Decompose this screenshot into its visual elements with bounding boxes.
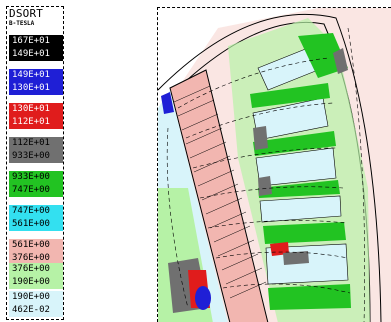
flux-density-plot[interactable] (157, 7, 391, 322)
legend-band-1-lo: 149E+01 (12, 49, 50, 59)
field-map (158, 8, 391, 322)
legend-band-3: 130E+01 112E+01 (9, 103, 63, 129)
legend-band-6-hi: 747E+00 (12, 206, 50, 216)
legend-band-3-lo: 112E+01 (12, 117, 50, 127)
legend-band-8-hi: 376E+00 (12, 264, 50, 274)
legend-band-9: 190E+00 462E-02 (9, 291, 63, 317)
flux-lines (166, 27, 365, 322)
legend-band-5: 933E+00 747E+00 (9, 171, 63, 197)
legend-band-5-hi: 933E+00 (12, 172, 50, 182)
legend-band-7-lo: 376E+00 (12, 253, 50, 263)
legend-band-3-hi: 130E+01 (12, 104, 50, 114)
legend-band-7-hi: 561E+00 (12, 240, 50, 250)
legend-band-6-lo: 561E+00 (12, 219, 50, 229)
legend-band-4: 112E+01 933E+00 (9, 137, 63, 163)
legend-band-4-lo: 933E+00 (12, 151, 50, 161)
legend-band-8: 376E+00 190E+00 (9, 263, 63, 289)
legend-unit: B-TESLA (9, 20, 35, 27)
stator-outer-arc (158, 13, 382, 322)
rotor-segments (173, 85, 267, 299)
legend-band-2: 149E+01 130E+01 (9, 69, 63, 95)
inner-core-blue (195, 286, 211, 310)
rotor-band (169, 69, 269, 322)
legend-band-9-lo: 462E-02 (12, 305, 50, 315)
tooth-tips (253, 48, 348, 265)
legend-title: DSORT (9, 7, 44, 20)
legend-band-4-hi: 112E+01 (12, 138, 50, 148)
legend-band-1-hi: 167E+01 (12, 36, 50, 46)
stator-slots (252, 47, 349, 285)
legend-band-2-hi: 149E+01 (12, 70, 50, 80)
legend-band-6: 747E+00 561E+00 (9, 205, 63, 231)
legend-band-8-lo: 190E+00 (12, 277, 50, 287)
stator-teeth (250, 33, 351, 310)
legend-band-1: 167E+01 149E+01 (9, 35, 63, 61)
legend-band-7: 561E+00 376E+00 (9, 239, 63, 265)
legend-band-9-hi: 190E+00 (12, 292, 50, 302)
legend-band-5-lo: 747E+00 (12, 185, 50, 195)
inner-core-top-blue (161, 92, 174, 114)
color-legend: DSORT B-TESLA 167E+01 149E+01 149E+01 13… (6, 6, 64, 320)
legend-band-2-lo: 130E+01 (12, 83, 50, 93)
